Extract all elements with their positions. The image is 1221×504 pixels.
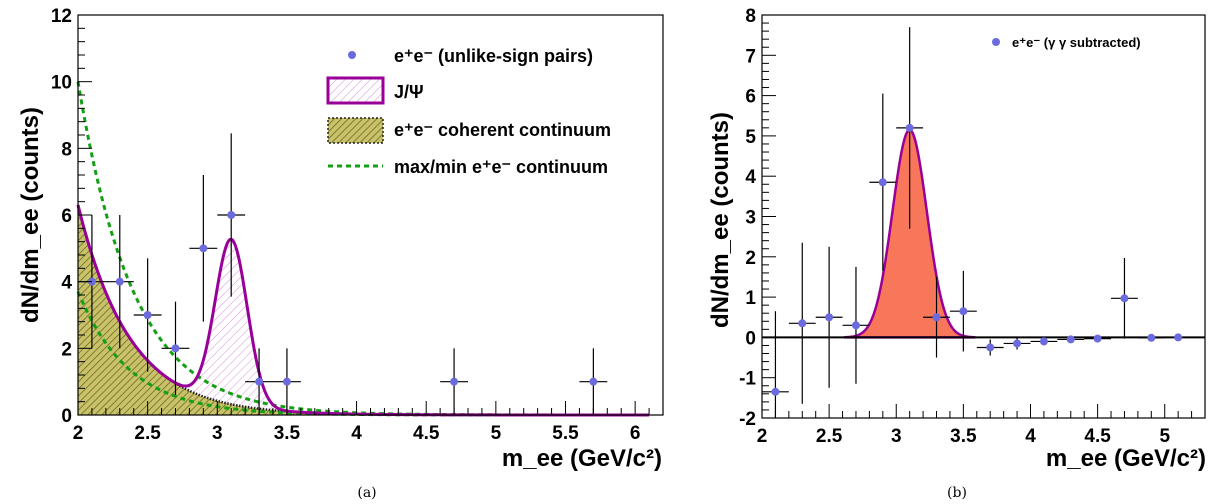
panel-a-x-tick-label: 2.5 [134, 423, 161, 444]
panel-b-data-point [825, 313, 834, 322]
panel-a-x-tick-label: 5.5 [552, 423, 579, 444]
panel-a-data-point [115, 277, 124, 286]
panel-a-y-tick-label: 12 [51, 6, 72, 27]
panel-a-y-tick-label: 0 [61, 406, 72, 427]
jpsi-hatched-area [161, 239, 315, 413]
panel-b-data-points [762, 27, 1192, 418]
panel-b-x-tick-label: 2 [757, 426, 768, 447]
panel-a-y-tick-label: 2 [61, 339, 72, 360]
panel-a-y-tick-label: 8 [61, 139, 72, 160]
panel-a-data-point [143, 311, 152, 319]
panel-a-data-point [450, 377, 459, 386]
panel-a-data-point [282, 377, 291, 386]
legend-label-gg-subtracted: e⁺e⁻ (γ γ subtracted) [1012, 35, 1141, 50]
panel-b-data-point [1039, 337, 1048, 346]
panel-b-y-tick-label: 6 [745, 87, 756, 108]
panel-b-data-point [1174, 333, 1183, 342]
panel-a-x-tick-label: 4 [351, 423, 362, 444]
legend-swatch-jpsi [326, 76, 385, 105]
panel-b-data-point [798, 319, 807, 328]
caption-a: (a) [357, 485, 376, 501]
panel-a-x-tick-label: 5 [491, 423, 502, 444]
legend-label-unlike-sign: e⁺e⁻ (unlike-sign pairs) [394, 46, 593, 66]
panel-b-y-tick-label: 7 [745, 46, 756, 67]
panel-b-data-point [905, 123, 914, 132]
panel-b-data-point [1147, 333, 1156, 342]
panel-b-data-point [959, 307, 968, 316]
panel-a-frame [77, 14, 664, 416]
coherent-continuum-area [78, 205, 650, 415]
panel-a-fills [78, 205, 650, 415]
legend-label-jpsi: J/Ψ [394, 82, 424, 102]
panel-b-y-tick-label: 8 [745, 6, 756, 27]
panel-b-x-axis-label: m_ee (GeV/c²) [1046, 445, 1206, 472]
panel-a-data-point [227, 211, 236, 219]
panel-b-frame [761, 14, 1206, 419]
panel-a-y-tick-label: 10 [51, 73, 72, 94]
panel-b-x-tick-label: 2.5 [816, 426, 843, 447]
panel-a-y-axis-label: dN/dm_ee (counts) [17, 107, 44, 323]
panel-a-data-point [199, 244, 208, 253]
panel-b-y-tick-label: 3 [745, 208, 756, 229]
panel-b-y-tick-label: 1 [745, 288, 756, 309]
legend-marker-unlike-sign [348, 51, 356, 59]
panel-a-data-points [78, 133, 608, 415]
legend-label-max-min-continuum: max/min e⁺e⁻ continuum [394, 157, 608, 177]
legend-marker-gg-subtracted [992, 38, 1000, 46]
panel-b-axes: 2 2.5 3 3.5 4 4.5 5 -2 -1 0 1 2 3 4 5 6 7 8 [739, 6, 1206, 447]
panel-b-y-tick-label: -2 [739, 409, 756, 430]
panel-b-data-point [851, 321, 860, 330]
panel-b-x-tick-label: 3.5 [950, 426, 977, 447]
panel-b-legend: e⁺e⁻ (γ γ subtracted) [992, 35, 1141, 50]
panel-a-x-tick-label: 6 [630, 423, 641, 444]
panel-b-fills [762, 128, 1205, 339]
panel-b-y-tick-label: 5 [745, 127, 756, 148]
panel-a-data-point [589, 377, 598, 386]
panel-b-data-point [878, 178, 887, 187]
caption-b: (b) [947, 485, 967, 501]
panel-a-y-tick-label: 6 [61, 206, 72, 227]
panel-a-x-tick-label: 2 [73, 423, 84, 444]
panel-b-y-axis-label: dN/dm_ee (counts) [707, 112, 734, 328]
panel-b-data-point [771, 387, 780, 396]
panel-a-data-point [255, 377, 264, 386]
panel-a-x-tick-label: 4.5 [413, 423, 440, 444]
panel-b-x-tick-label: 5 [1159, 426, 1170, 447]
panel-b-y-tick-label: 0 [745, 328, 756, 349]
panel-b-data-point [1066, 335, 1075, 344]
panel-a-data-point [171, 344, 180, 353]
panel-b-x-tick-label: 4.5 [1084, 426, 1111, 447]
panel-b-x-tick-label: 3 [891, 426, 902, 447]
panel-b-data-point [986, 343, 995, 352]
panel-b-y-tick-label: -1 [739, 369, 756, 390]
panel-a-x-tick-label: 3.5 [274, 423, 301, 444]
panel-b-data-point [1013, 339, 1022, 348]
panel-b-y-tick-label: 4 [745, 167, 756, 188]
panel-b-data-point [1120, 294, 1129, 303]
chart-panel-b: 2 2.5 3 3.5 4 4.5 5 -2 -1 0 1 2 3 4 5 6 7 8 dN/dm_ee (cou… [707, 6, 1206, 472]
panel-a-legend: e⁺e⁻ (unlike-sign pairs) J/Ψ e⁺e⁻ cohere… [326, 46, 611, 177]
panel-a-x-axis-label: m_ee (GeV/c²) [502, 445, 662, 472]
legend-swatch-coherent-continuum [327, 117, 384, 144]
legend-label-coherent-continuum: e⁺e⁻ coherent continuum [394, 120, 611, 140]
panel-b-data-point [1093, 334, 1102, 343]
panel-b-x-tick-label: 4 [1025, 426, 1036, 447]
panel-b-data-point [932, 313, 941, 322]
panel-a-y-tick-label: 4 [61, 273, 72, 294]
panel-b-y-tick-label: 2 [745, 248, 756, 269]
panel-a-x-tick-label: 3 [212, 423, 223, 444]
